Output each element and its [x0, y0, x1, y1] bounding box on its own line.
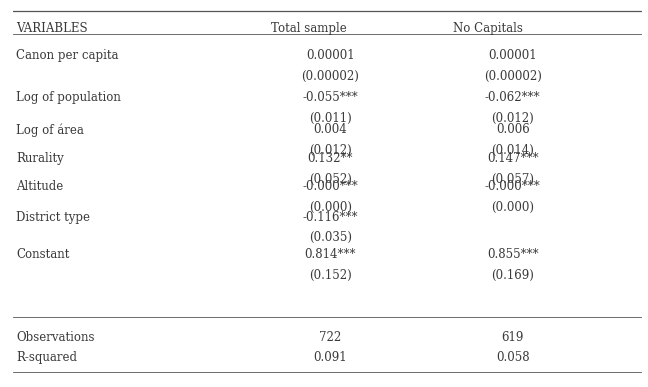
Text: (0.00002): (0.00002): [483, 70, 542, 83]
Text: 0.00001: 0.00001: [489, 50, 537, 62]
Text: 0.006: 0.006: [496, 123, 529, 136]
Text: (0.000): (0.000): [309, 201, 352, 214]
Text: (0.014): (0.014): [491, 144, 534, 157]
Text: 0.814***: 0.814***: [305, 248, 356, 262]
Text: Altitude: Altitude: [16, 180, 64, 193]
Text: -0.000***: -0.000***: [303, 180, 358, 193]
Text: (0.000): (0.000): [491, 201, 534, 214]
Text: Rurality: Rurality: [16, 152, 64, 165]
Text: Canon per capita: Canon per capita: [16, 50, 119, 62]
Text: Total sample: Total sample: [271, 22, 347, 35]
Text: Log of área: Log of área: [16, 123, 84, 137]
Text: -0.000***: -0.000***: [485, 180, 540, 193]
Text: (0.012): (0.012): [491, 112, 534, 125]
Text: 0.058: 0.058: [496, 351, 529, 364]
Text: 0.147***: 0.147***: [487, 152, 538, 165]
Text: 722: 722: [319, 331, 341, 344]
Text: District type: District type: [16, 211, 90, 224]
Text: VARIABLES: VARIABLES: [16, 22, 87, 35]
Text: 0.855***: 0.855***: [487, 248, 538, 262]
Text: (0.012): (0.012): [309, 144, 352, 157]
Text: Log of population: Log of population: [16, 91, 121, 104]
Text: R-squared: R-squared: [16, 351, 77, 364]
Text: (0.152): (0.152): [309, 269, 352, 283]
Text: 0.00001: 0.00001: [306, 50, 354, 62]
Text: 0.132**: 0.132**: [308, 152, 353, 165]
Text: (0.169): (0.169): [491, 269, 534, 283]
Text: 619: 619: [502, 331, 524, 344]
Text: Observations: Observations: [16, 331, 95, 344]
Text: (0.011): (0.011): [309, 112, 352, 125]
Text: (0.035): (0.035): [309, 231, 352, 245]
Text: 0.004: 0.004: [314, 123, 347, 136]
Text: -0.055***: -0.055***: [303, 91, 358, 104]
Text: Constant: Constant: [16, 248, 69, 262]
Text: (0.052): (0.052): [309, 173, 352, 186]
Text: (0.00002): (0.00002): [301, 70, 360, 83]
Text: (0.057): (0.057): [491, 173, 534, 186]
Text: -0.116***: -0.116***: [303, 211, 358, 224]
Text: No Capitals: No Capitals: [453, 22, 523, 35]
Text: -0.062***: -0.062***: [485, 91, 540, 104]
Text: 0.091: 0.091: [314, 351, 347, 364]
